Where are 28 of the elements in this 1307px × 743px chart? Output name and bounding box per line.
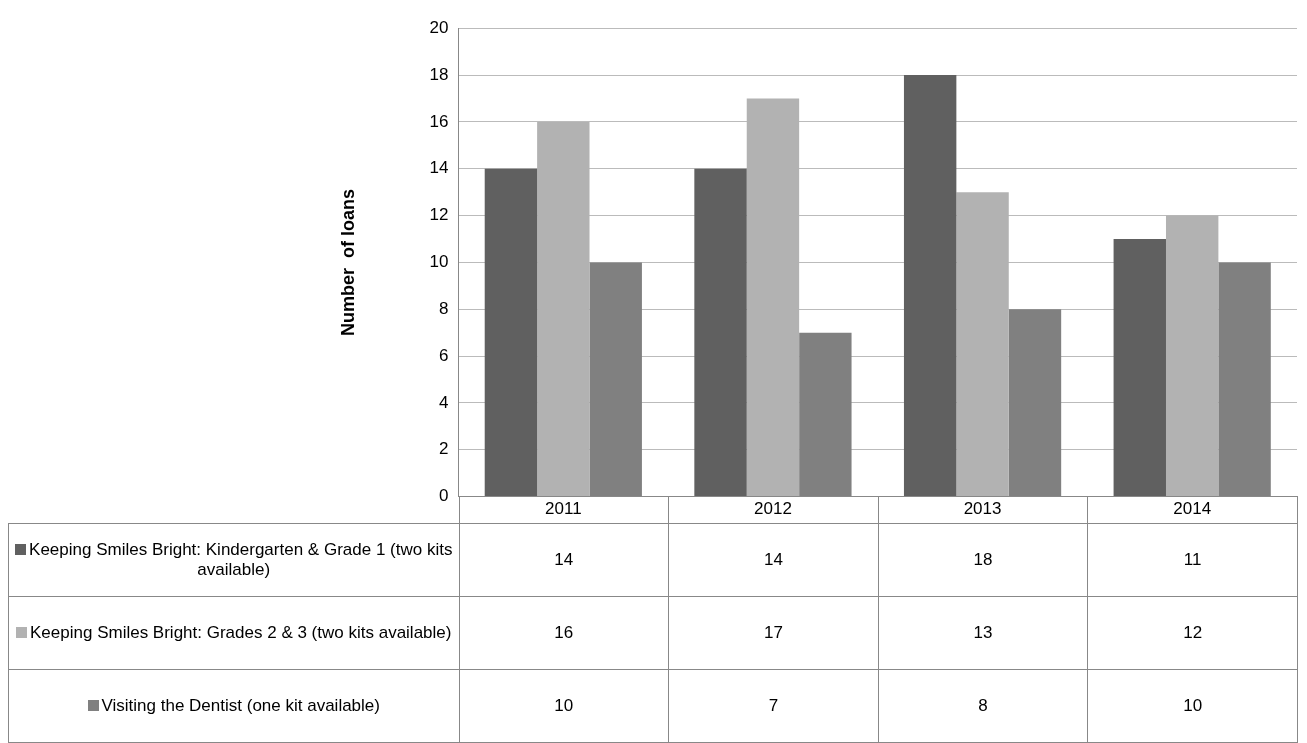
y-tick-label: 0 bbox=[439, 486, 449, 506]
x-tick-label: 2012 bbox=[754, 499, 792, 519]
x-tick-label: 2014 bbox=[1173, 499, 1212, 519]
y-tick-label: 2 bbox=[439, 439, 449, 459]
y-tick-label: 10 bbox=[429, 252, 449, 272]
data-label: 12 bbox=[1087, 596, 1298, 670]
y-tick-label: 18 bbox=[429, 64, 449, 84]
data-label: 18 bbox=[878, 523, 1088, 597]
legend-label: Visiting the Dentist (one kit available) bbox=[101, 696, 380, 715]
y-tick-label: 8 bbox=[439, 298, 449, 318]
legend-label: Keeping Smiles Bright: Kindergarten & Grade 1 (two kits available) bbox=[29, 540, 453, 579]
data-label: 13 bbox=[878, 596, 1088, 670]
y-tick-label: 14 bbox=[429, 158, 449, 178]
x-tick-label: 2013 bbox=[963, 499, 1002, 519]
y-axis-title: Number of loans bbox=[337, 188, 358, 336]
y-tick-label: 20 bbox=[429, 17, 449, 37]
data-label: 17 bbox=[668, 596, 879, 670]
data-label: 11 bbox=[1087, 523, 1298, 597]
data-label: 8 bbox=[878, 669, 1088, 743]
legend-label: Keeping Smiles Bright: Grades 2 & 3 (two kits available) bbox=[30, 623, 452, 642]
y-tick-label: 6 bbox=[439, 345, 449, 365]
y-tick-label: 4 bbox=[439, 392, 449, 412]
data-label: 10 bbox=[1087, 669, 1298, 743]
y-tick-label: 12 bbox=[429, 205, 449, 225]
x-tick-label: 2011 bbox=[545, 499, 582, 519]
data-label: 7 bbox=[668, 669, 879, 743]
data-label: 14 bbox=[668, 523, 879, 597]
y-tick-label: 16 bbox=[429, 111, 449, 131]
